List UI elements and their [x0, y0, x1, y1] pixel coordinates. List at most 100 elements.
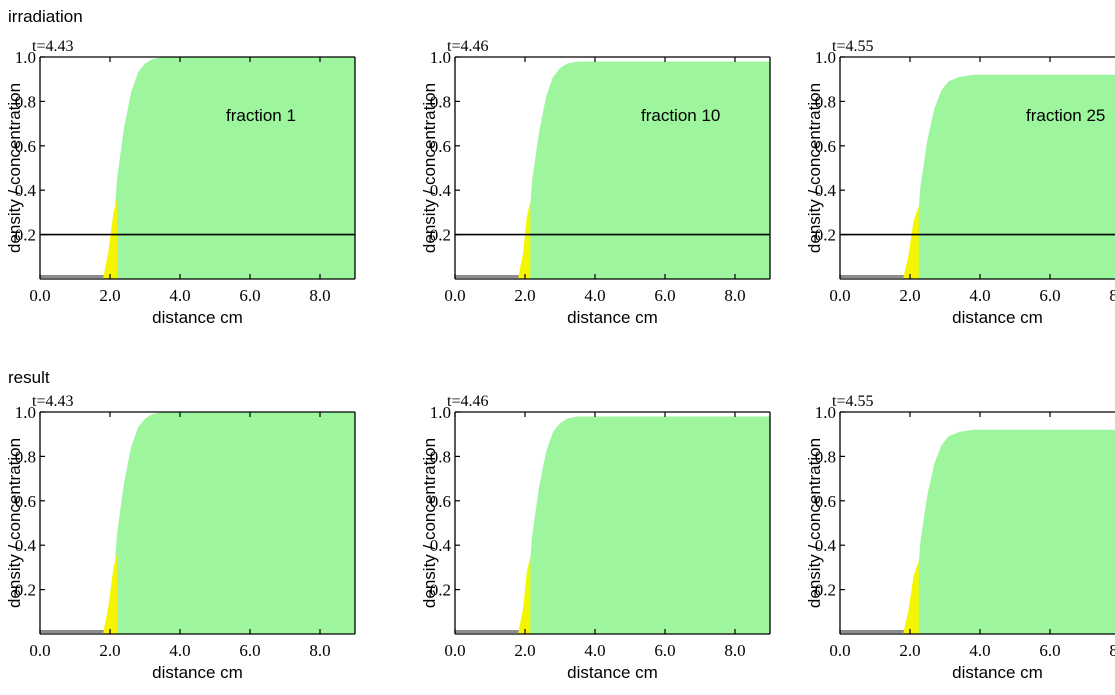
x-tick-label: 0.0 [444, 641, 465, 660]
tumor-density-area [525, 61, 770, 279]
x-axis-label: distance cm [152, 308, 243, 327]
plot-area [455, 416, 770, 634]
plot-area [40, 57, 355, 279]
edge-concentration-area [103, 199, 117, 279]
y-tick-label: 1.0 [430, 48, 451, 67]
x-tick-label: 0.0 [29, 286, 50, 305]
y-tick-label: 0.2 [430, 581, 451, 600]
x-tick-label: 4.0 [169, 286, 190, 305]
y-tick-label: 0.8 [815, 447, 836, 466]
tumor-density-area [110, 57, 355, 279]
x-axis-label: distance cm [952, 308, 1043, 327]
x-tick-label: 2.0 [514, 286, 535, 305]
row-label-result: result [8, 368, 50, 387]
x-axis-label: distance cm [567, 308, 658, 327]
tumor-density-area [913, 429, 1115, 634]
y-tick-label: 0.4 [15, 181, 37, 200]
x-tick-label: 2.0 [899, 286, 920, 305]
time-label: t=4.55 [832, 393, 873, 410]
y-tick-label: 0.8 [15, 92, 36, 111]
time-label: t=4.43 [32, 38, 73, 55]
x-tick-label: 8.0 [309, 641, 330, 660]
tumor-density-area [525, 416, 770, 634]
y-tick-label: 0.6 [15, 492, 36, 511]
plot-area [840, 429, 1115, 634]
baseline-band [455, 630, 546, 633]
y-axis-label: density / concentration [805, 83, 824, 253]
axes [39, 56, 356, 280]
x-axis-label: distance cm [952, 663, 1043, 682]
y-tick-label: 0.6 [430, 492, 451, 511]
x-axis-label: distance cm [152, 663, 243, 682]
x-tick-label: 6.0 [239, 641, 260, 660]
y-axis-label: density / concentration [5, 438, 24, 608]
y-tick-label: 1.0 [15, 48, 36, 67]
fraction-annotation: fraction 25 [1026, 106, 1105, 125]
y-axis-label: density / concentration [5, 83, 24, 253]
baseline-band [40, 275, 131, 278]
x-tick-label: 4.0 [969, 641, 990, 660]
axes [39, 411, 356, 635]
baseline-band [40, 630, 131, 633]
x-tick-label: 8.0 [724, 286, 745, 305]
y-tick-label: 1.0 [815, 403, 836, 422]
chart-panel-4: 0.2 0.4 0.6 0.8 1.0 0.0 2.0 4.0 6.0 8.0 distance c… [5, 393, 356, 682]
edge-concentration-area [518, 556, 531, 634]
y-tick-label: 0.6 [815, 492, 836, 511]
y-tick-label: 1.0 [430, 403, 451, 422]
y-tick-label: 0.8 [15, 447, 36, 466]
y-tick-label: 0.8 [430, 447, 451, 466]
edge-concentration-area [903, 205, 919, 279]
baseline-band [455, 275, 546, 278]
y-tick-label: 0.6 [15, 137, 36, 156]
x-tick-label: 6.0 [654, 286, 675, 305]
y-tick-label: 0.4 [15, 536, 37, 555]
x-tick-label: 4.0 [584, 641, 605, 660]
chart-panel-1: 0.2 0.4 0.6 0.8 1.0 0.0 2.0 4.0 6.0 8.0 distance c… [5, 38, 356, 327]
x-tick-label: 6.0 [1039, 286, 1060, 305]
y-tick-label: 0.8 [430, 92, 451, 111]
y-axis-label: density / concentration [420, 438, 439, 608]
edge-concentration-area [518, 201, 531, 279]
tumor-density-area [110, 412, 355, 634]
x-tick-label: 0.0 [29, 641, 50, 660]
plot-area [40, 412, 355, 634]
y-tick-label: 0.2 [15, 226, 36, 245]
time-label: t=4.46 [447, 38, 488, 55]
y-axis-label: density / concentration [420, 83, 439, 253]
baseline-band [840, 275, 931, 278]
x-axis-label: distance cm [567, 663, 658, 682]
y-axis-label: density / concentration [805, 438, 824, 608]
x-tick-label: 8.0 [1109, 286, 1115, 305]
x-tick-label: 8.0 [724, 641, 745, 660]
axes [839, 56, 1115, 280]
chart-panel-6: 0.2 0.4 0.6 0.8 1.0 0.0 2.0 4.0 6.0 8.0 distance c… [805, 393, 1115, 682]
axes [454, 56, 771, 280]
x-tick-label: 0.0 [444, 286, 465, 305]
chart-panel-5: 0.2 0.4 0.6 0.8 1.0 0.0 2.0 4.0 6.0 8.0 distance c… [420, 393, 771, 682]
y-tick-label: 0.8 [815, 92, 836, 111]
y-tick-label: 1.0 [15, 403, 36, 422]
x-tick-label: 2.0 [514, 641, 535, 660]
plot-area [840, 74, 1115, 279]
y-tick-label: 0.2 [815, 226, 836, 245]
x-tick-label: 6.0 [1039, 641, 1060, 660]
axes [454, 411, 771, 635]
x-tick-label: 2.0 [99, 641, 120, 660]
chart-panel-3: 0.2 0.4 0.6 0.8 1.0 0.0 2.0 4.0 6.0 8.0 distance c… [805, 38, 1115, 327]
x-tick-label: 6.0 [239, 286, 260, 305]
x-tick-label: 4.0 [169, 641, 190, 660]
tumor-density-area [913, 74, 1115, 279]
y-tick-label: 0.4 [815, 536, 837, 555]
y-tick-label: 0.2 [15, 581, 36, 600]
plot-area [455, 61, 770, 279]
x-tick-label: 6.0 [654, 641, 675, 660]
x-tick-label: 8.0 [1109, 641, 1115, 660]
x-tick-label: 4.0 [969, 286, 990, 305]
axes [839, 411, 1115, 635]
y-tick-label: 0.4 [430, 181, 452, 200]
row-label-irradiation: irradiation [8, 7, 83, 26]
y-tick-label: 0.6 [430, 137, 451, 156]
time-label: t=4.43 [32, 393, 73, 410]
y-tick-label: 0.2 [430, 226, 451, 245]
